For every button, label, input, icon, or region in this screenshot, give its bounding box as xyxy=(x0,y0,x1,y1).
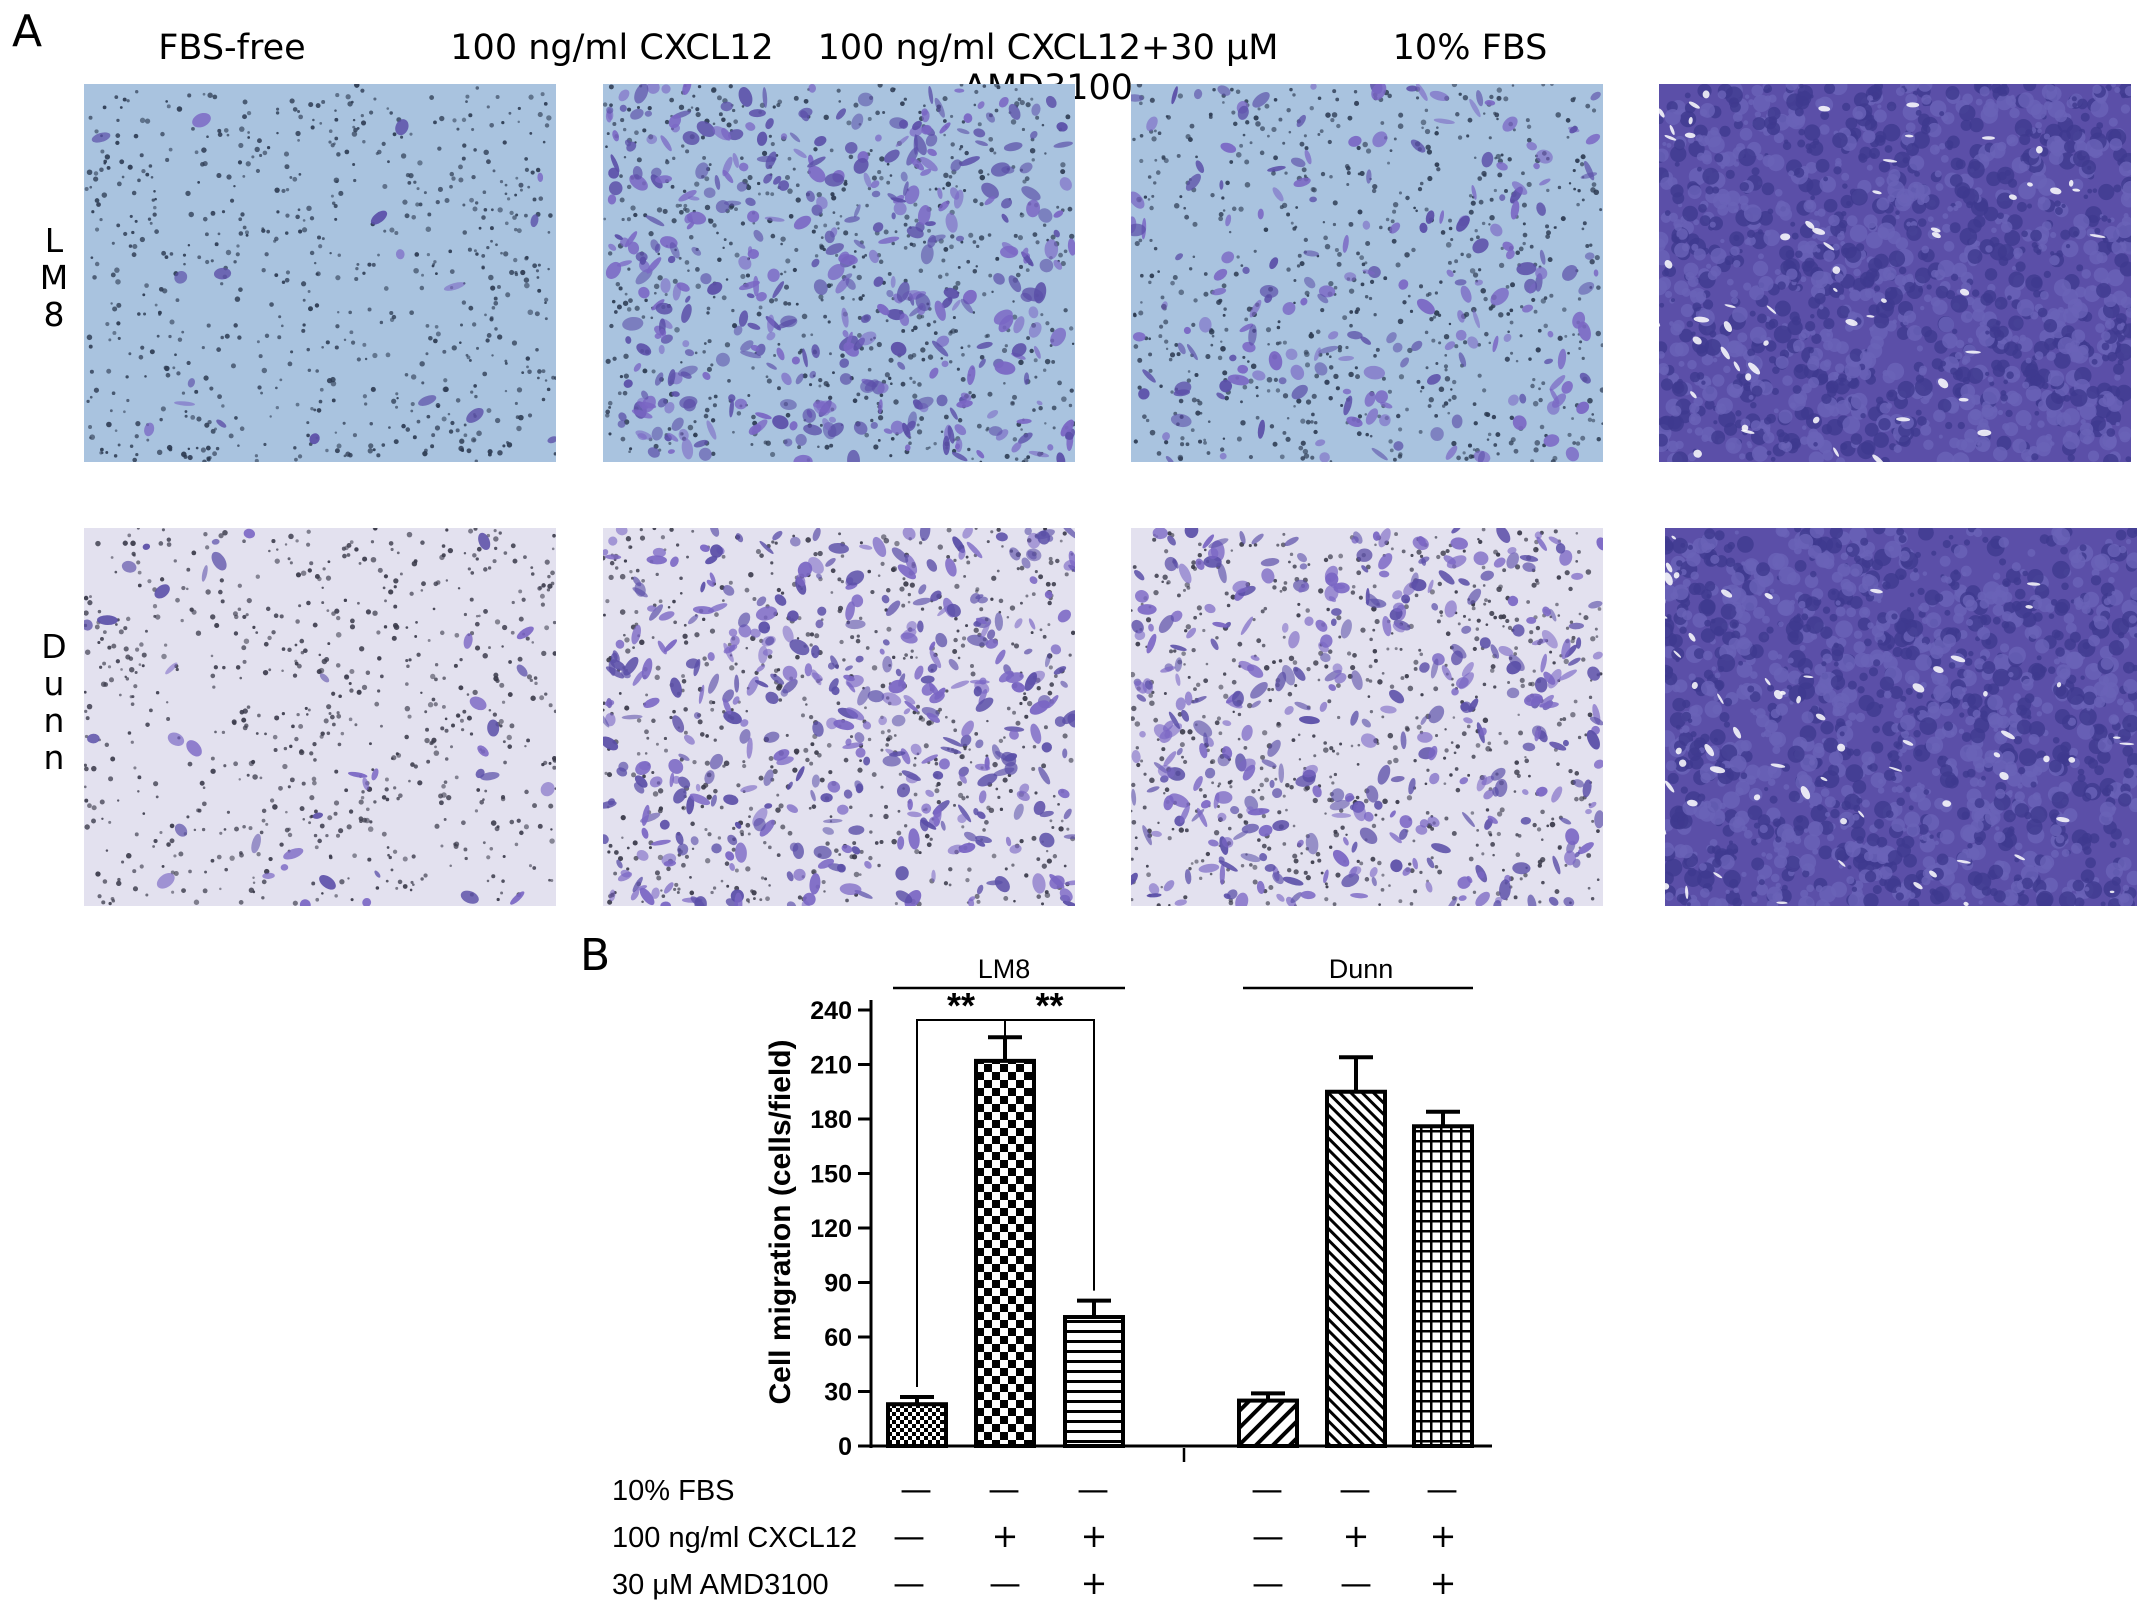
y-tick-label: 90 xyxy=(824,1270,852,1298)
significance-bracket xyxy=(1004,1019,1095,1291)
panel-b-label: B xyxy=(580,930,610,981)
condition-sign: + xyxy=(1081,1564,1108,1602)
bar-lm8-1 xyxy=(974,1058,1036,1449)
condition-sign: — xyxy=(900,1470,932,1508)
micrograph-lm8-fbs-free xyxy=(84,84,556,462)
column-title-10-fbs: 10% FBS xyxy=(1392,28,1548,68)
condition-sign: + xyxy=(1430,1564,1457,1602)
condition-sign: — xyxy=(1252,1564,1284,1602)
y-tick-label: 30 xyxy=(824,1379,852,1407)
condition-sign: — xyxy=(1251,1470,1283,1508)
bar-lm8-0 xyxy=(886,1402,948,1449)
bar-lm8-2 xyxy=(1063,1315,1125,1449)
micrograph-dunn-cxcl12-amd3100 xyxy=(1131,528,1603,906)
micrograph-dunn-10-fbs xyxy=(1665,528,2137,906)
micrograph-dunn-fbs-free xyxy=(84,528,556,906)
bar-dunn-0 xyxy=(1237,1398,1299,1449)
group-label-dunn: Dunn xyxy=(1329,954,1394,984)
row-label-letter: 8 xyxy=(43,295,65,334)
chart-axes: 0 30 60 90 120 150 180 210 240 xyxy=(810,986,1492,1462)
y-tick-label: 240 xyxy=(810,997,852,1025)
bar-dunn-2 xyxy=(1412,1124,1474,1449)
condition-sign: + xyxy=(992,1517,1019,1555)
y-tick-label: 150 xyxy=(810,1161,852,1189)
y-tick-label: 180 xyxy=(810,1106,852,1134)
significance-label: ** xyxy=(947,985,975,1026)
significance-label: ** xyxy=(1035,985,1063,1026)
row-label-letter: L xyxy=(44,221,64,260)
condition-sign: + xyxy=(1343,1517,1370,1555)
y-tick-label: 0 xyxy=(838,1433,852,1461)
micrograph-lm8-10-fbs xyxy=(1659,84,2131,462)
condition-sign: — xyxy=(988,1470,1020,1508)
bar-dunn-1 xyxy=(1325,1089,1387,1448)
panel-a-label: A xyxy=(12,6,43,57)
y-tick-label: 120 xyxy=(810,1215,852,1243)
condition-sign: — xyxy=(893,1564,925,1602)
y-tick-label: 210 xyxy=(810,1052,852,1080)
condition-row-label: 30 μM AMD3100 xyxy=(612,1569,829,1601)
condition-sign: — xyxy=(1339,1470,1371,1508)
condition-sign: — xyxy=(1426,1470,1458,1508)
condition-sign: — xyxy=(1252,1517,1284,1555)
micrograph-lm8-cxcl12-amd3100 xyxy=(1131,84,1603,462)
row-label-letter: M xyxy=(39,258,69,297)
condition-sign: + xyxy=(1430,1517,1457,1555)
micrograph-dunn-cxcl12 xyxy=(603,528,1075,906)
y-tick-label: 60 xyxy=(824,1324,852,1352)
condition-sign: + xyxy=(1081,1517,1108,1555)
condition-sign: — xyxy=(1077,1470,1109,1508)
row-label-letter: u xyxy=(43,664,65,703)
condition-row-label: 100 ng/ml CXCL12 xyxy=(612,1522,857,1554)
condition-sign: — xyxy=(1340,1564,1372,1602)
group-label-lm8: LM8 xyxy=(978,954,1031,984)
micrograph-lm8-cxcl12 xyxy=(603,84,1075,462)
condition-row-label: 10% FBS xyxy=(612,1475,735,1507)
chart-bars xyxy=(886,1035,1474,1449)
y-axis-title: Cell migration (cells/field) xyxy=(764,1039,797,1404)
column-title-cxcl12: 100 ng/ml CXCL12 xyxy=(450,28,774,68)
row-label-letter: n xyxy=(43,738,65,777)
significance-annotations: ** ** xyxy=(916,985,1095,1387)
column-title-fbs-free: FBS-free xyxy=(158,28,306,68)
row-label-letter: D xyxy=(41,627,67,666)
condition-table: 10% FBS — — — — — — 100 ng/ml CXCL12 — + + — + +30 μM… xyxy=(612,1470,1458,1602)
row-label-letter: n xyxy=(43,701,65,740)
condition-sign: — xyxy=(893,1517,925,1555)
condition-sign: — xyxy=(989,1564,1021,1602)
